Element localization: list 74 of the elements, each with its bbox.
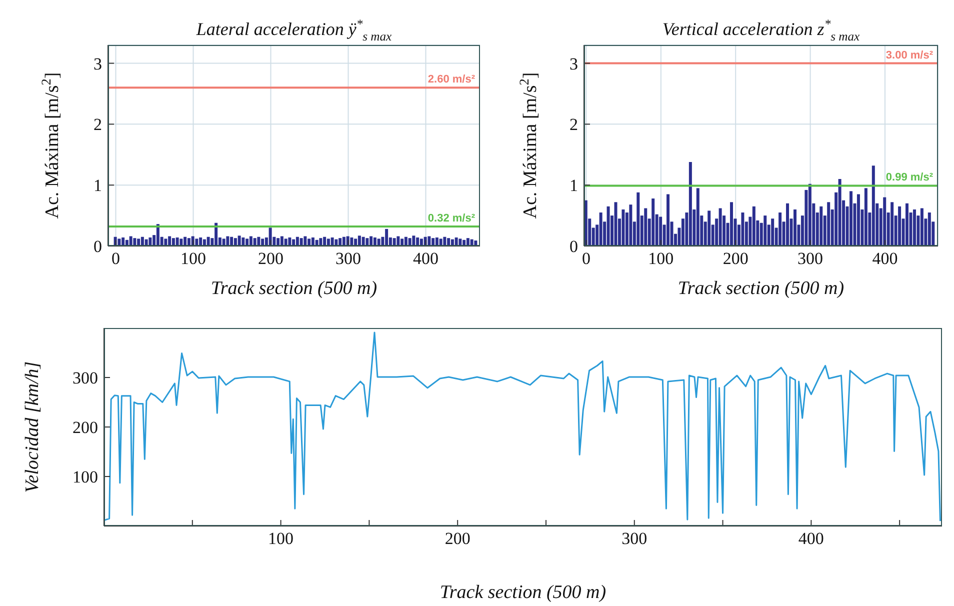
y-tick-label: 1 [570,176,578,196]
bar [629,204,632,246]
y-tick-label: 100 [72,468,98,487]
bar [659,216,662,246]
y-tick-label: 0 [94,237,102,256]
bar [644,208,648,246]
bar [606,206,610,246]
y-tick-label: 2 [94,115,102,134]
bar [771,218,774,246]
x-axis-title: Track section (500 m) [440,582,606,603]
x-tick-label: 200 [258,249,284,268]
x-axis-title: Track section (500 m) [678,278,844,299]
x-tick-label: 300 [798,249,824,268]
bar [820,206,823,246]
bar [622,209,625,246]
bar [238,236,241,246]
bar [696,188,700,246]
ref-line-label: 3.00 m/s² [886,49,934,62]
bar [872,166,875,246]
x-tick-label: 200 [444,529,470,548]
ref-line-label: 2.60 m/s² [428,74,476,86]
bar [718,208,722,246]
y-tick-label: 1 [94,176,102,196]
bar [666,194,670,246]
bar [752,206,756,246]
x-axis-title: Track section (500 m) [210,278,378,299]
x-tick-label: 300 [336,249,361,268]
bar [708,210,711,246]
bar [778,212,782,246]
x-tick-label: 400 [872,249,898,268]
bar [385,228,388,246]
ref-line-label: 0.32 m/s² [428,212,476,225]
x-tick-label: 0 [112,249,120,268]
bar [890,202,894,246]
y-tick-label: 3 [94,54,102,74]
y-axis-title: Velocidad [km/h] [22,361,43,493]
x-tick-label: 200 [722,249,748,268]
bar [599,212,602,246]
bar [358,236,361,246]
x-tick-label: 0 [582,249,590,268]
bar [636,192,640,246]
x-tick-label: 400 [413,249,438,268]
bar [808,184,812,246]
y-tick-label: 300 [72,368,98,388]
y-tick-label: 200 [72,418,98,438]
bar [856,194,860,246]
y-tick-label: 2 [570,115,578,134]
bar [652,198,655,246]
bar [741,212,744,246]
bar [786,203,790,246]
bar [850,191,852,246]
bar [793,209,796,246]
bar [614,202,618,246]
bar [730,202,734,246]
y-tick-label: 0 [570,237,578,256]
bar [764,216,767,246]
x-tick-label: 100 [268,529,294,548]
bar [920,208,924,246]
x-tick-label: 300 [622,529,648,548]
ref-line-label: 0.99 m/s² [886,172,934,184]
x-tick-label: 400 [798,529,824,548]
x-tick-label: 100 [648,249,674,268]
bar [898,206,902,246]
bar [412,236,416,246]
bar [838,179,842,246]
x-tick-label: 100 [180,249,206,268]
bar [912,209,916,246]
bar [827,202,830,246]
bar [864,188,868,246]
bar [688,162,692,246]
bar [928,212,931,246]
bar [906,203,909,246]
bar [883,197,886,246]
y-tick-label: 3 [570,54,578,74]
